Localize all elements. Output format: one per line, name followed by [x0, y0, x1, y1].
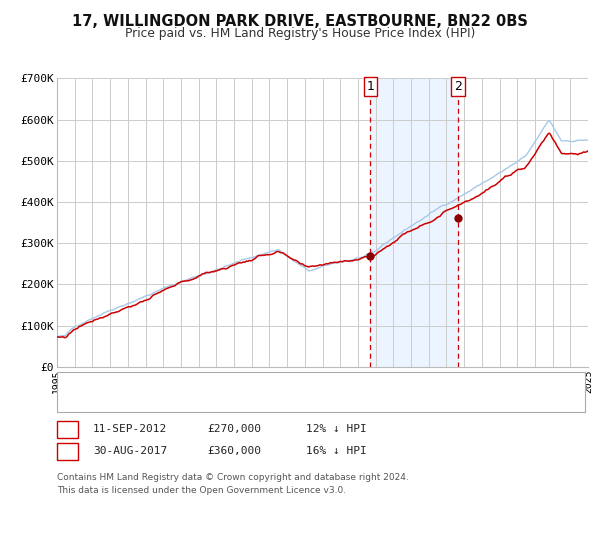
- Text: —: —: [66, 373, 76, 391]
- Text: £360,000: £360,000: [207, 446, 261, 456]
- Text: —: —: [66, 393, 76, 411]
- Text: 16% ↓ HPI: 16% ↓ HPI: [306, 446, 367, 456]
- Text: —: —: [81, 373, 91, 391]
- Text: £270,000: £270,000: [207, 424, 261, 434]
- Text: 1: 1: [367, 80, 374, 93]
- Text: 2: 2: [454, 80, 462, 93]
- Text: Contains HM Land Registry data © Crown copyright and database right 2024.: Contains HM Land Registry data © Crown c…: [57, 473, 409, 482]
- Text: 12% ↓ HPI: 12% ↓ HPI: [306, 424, 367, 434]
- Text: 1: 1: [64, 422, 71, 436]
- Text: Price paid vs. HM Land Registry's House Price Index (HPI): Price paid vs. HM Land Registry's House …: [125, 27, 475, 40]
- Text: —: —: [81, 393, 91, 411]
- Text: 30-AUG-2017: 30-AUG-2017: [93, 446, 167, 456]
- Text: 17, WILLINGDON PARK DRIVE, EASTBOURNE, BN22 0BS: 17, WILLINGDON PARK DRIVE, EASTBOURNE, B…: [72, 14, 528, 29]
- Text: This data is licensed under the Open Government Licence v3.0.: This data is licensed under the Open Gov…: [57, 486, 346, 495]
- Text: 2: 2: [64, 444, 71, 458]
- Bar: [370, 78, 458, 367]
- Text: 17, WILLINGDON PARK DRIVE, EASTBOURNE, BN22 0BS (detached house): 17, WILLINGDON PARK DRIVE, EASTBOURNE, B…: [96, 377, 479, 387]
- Text: HPI: Average price, detached house, Eastbourne: HPI: Average price, detached house, East…: [96, 397, 348, 407]
- Text: 11-SEP-2012: 11-SEP-2012: [93, 424, 167, 434]
